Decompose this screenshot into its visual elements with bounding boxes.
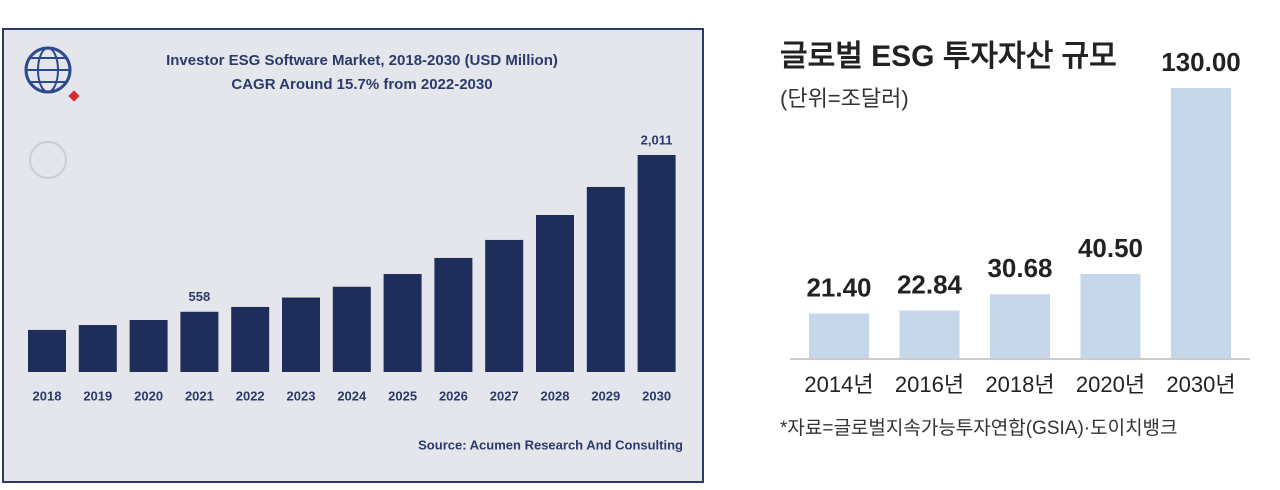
chart-subtitle: (단위=조달러): [780, 86, 909, 111]
x-tick-label: 2024: [337, 388, 367, 403]
bar: [332, 286, 371, 372]
source: *자료=글로벌지속가능투자연합(GSIA)·도이치뱅크: [780, 417, 1178, 439]
bar: [1171, 88, 1231, 358]
x-tick-label: 2029: [591, 388, 620, 403]
value-label: 2,011: [641, 132, 673, 147]
value-label: 130.00: [1161, 47, 1241, 77]
value-label: 30.68: [987, 253, 1052, 283]
source: Source: Acumen Research And Consulting: [418, 437, 683, 452]
x-tick-label: 2028: [541, 388, 570, 403]
chart-title: 글로벌 ESG 투자자산 규모: [780, 40, 1117, 73]
value-label: 22.84: [897, 269, 963, 299]
bar: [383, 274, 422, 372]
x-tick-label: 2022: [236, 388, 265, 403]
bar: [28, 329, 66, 372]
x-tick-label: 2030: [642, 388, 671, 403]
bar: [485, 239, 524, 372]
bar: [990, 294, 1050, 358]
bar: [809, 313, 869, 358]
left-panel: [2, 28, 704, 483]
value-label: 21.40: [806, 272, 871, 302]
x-tick-label: 2016년: [895, 372, 964, 397]
x-tick-label: 2026: [439, 388, 468, 403]
bar: [1080, 273, 1141, 358]
x-tick-label: 2018년: [985, 372, 1054, 397]
bar: [180, 311, 219, 372]
x-tick-label: 2019: [83, 388, 112, 403]
x-tick-label: 2020년: [1076, 372, 1145, 397]
x-tick-label: 2025: [388, 388, 417, 403]
bar: [129, 319, 168, 372]
value-label: 558: [189, 289, 211, 304]
bar: [231, 306, 270, 372]
bar: [536, 214, 574, 372]
bar: [434, 257, 473, 372]
bar: [899, 310, 960, 358]
bar: [282, 297, 320, 372]
bar: [586, 186, 625, 372]
chart-subtitle: CAGR Around 15.7% from 2022-2030: [231, 76, 492, 93]
bar: [637, 155, 676, 372]
x-tick-label: 2027: [490, 388, 519, 403]
x-tick-label: 2018: [33, 388, 62, 403]
x-tick-label: 2021: [185, 388, 214, 403]
chart-title: Investor ESG Software Market, 2018-2030 …: [166, 52, 558, 69]
x-tick-label: 2014년: [804, 372, 873, 397]
x-tick-label: 2023: [287, 388, 316, 403]
x-tick-label: 2020: [134, 388, 163, 403]
bar: [78, 325, 117, 372]
x-tick-label: 2030년: [1166, 372, 1235, 397]
value-label: 40.50: [1078, 233, 1143, 263]
